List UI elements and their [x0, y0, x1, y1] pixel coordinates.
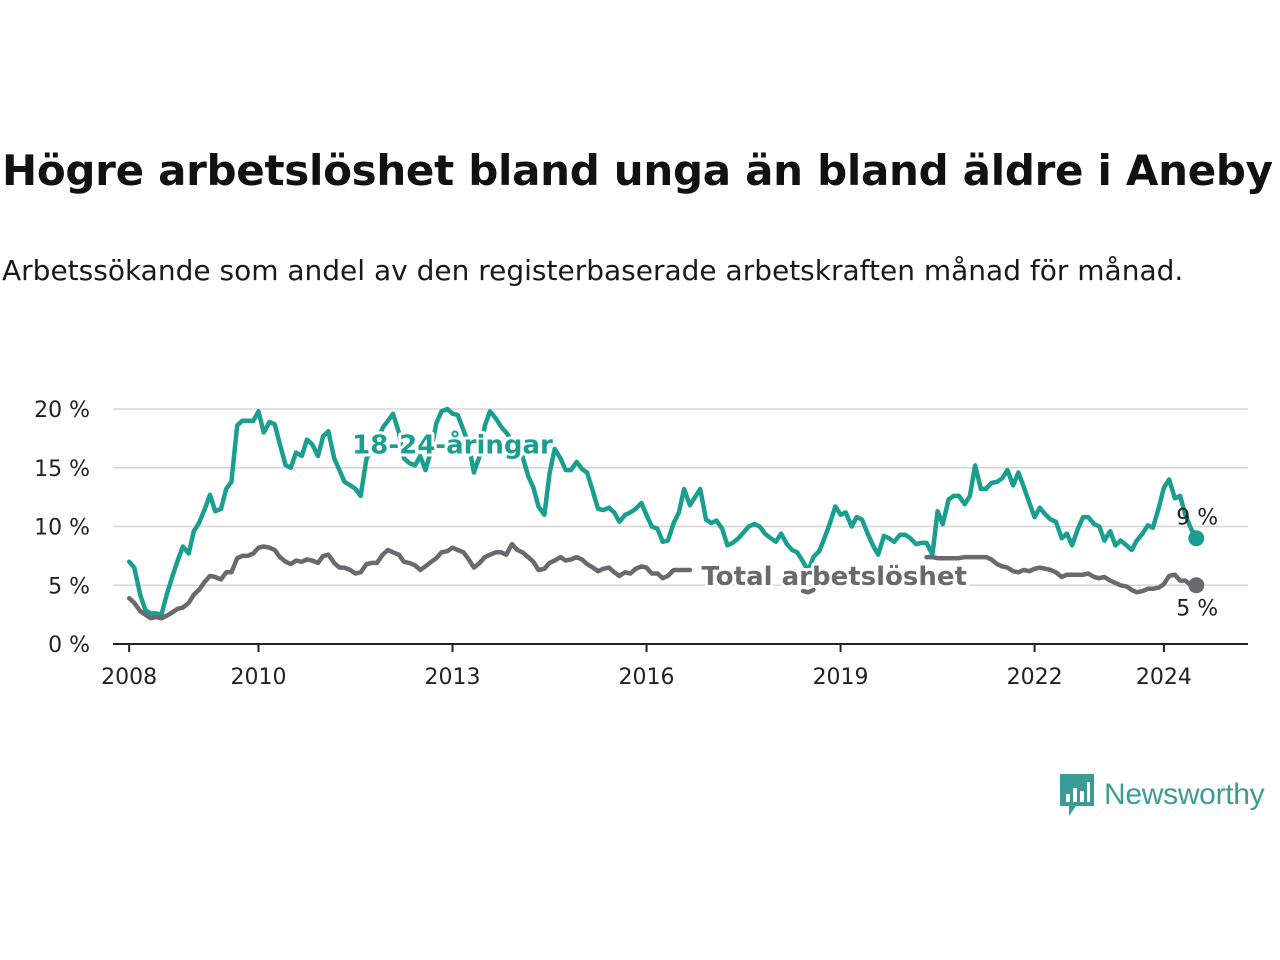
- series-label-youth: 18-24-åringar: [352, 428, 553, 460]
- end-label-youth: 9 %: [1176, 505, 1218, 530]
- line-chart: 0 %5 %10 %15 %20 % 2008 2010 2013 2016 2019 2…: [34, 398, 1248, 690]
- y-tick-label: 0 %: [48, 633, 90, 658]
- x-tick-label: 2022: [1007, 665, 1063, 690]
- x-tick-label: 2019: [813, 665, 869, 690]
- y-tick-label: 20 %: [34, 398, 90, 423]
- x-tick-label: 2024: [1136, 665, 1192, 690]
- y-axis-ticks: 0 % 5 % 10 % 15 % 20 %: [34, 398, 90, 658]
- series-line-youth: [126, 406, 1199, 617]
- page-title: Högre arbetslöshet bland unga än bland ä…: [2, 146, 1273, 195]
- end-label-total: 5 %: [1176, 596, 1218, 621]
- series-layer: [126, 406, 1205, 621]
- y-tick-label: 10 %: [34, 516, 90, 541]
- x-axis: 2008 2010 2013 2016 2019 2022 2024: [101, 643, 1248, 690]
- end-point-youth: [1188, 530, 1205, 547]
- newsworthy-logo: Newsworthy: [1058, 772, 1265, 818]
- page-subtitle: Arbetssökande som andel av den registerb…: [2, 254, 1184, 287]
- series-line-total: [126, 541, 1199, 621]
- y-tick-label: 5 %: [48, 574, 90, 599]
- x-tick-label: 2008: [101, 665, 157, 690]
- x-tick-label: 2010: [231, 665, 287, 690]
- x-tick-label: 2013: [425, 665, 481, 690]
- newsworthy-logo-icon: [1060, 774, 1094, 816]
- brand-name: Newsworthy: [1104, 778, 1265, 811]
- y-tick-label: 15 %: [34, 457, 90, 482]
- end-point-total: [1188, 577, 1205, 594]
- annotation-layer: 9 % 5 % 18-24-åringar Total arbetslöshet: [349, 425, 1218, 621]
- series-label-total: Total arbetslöshet: [702, 562, 967, 592]
- x-tick-label: 2016: [619, 665, 675, 690]
